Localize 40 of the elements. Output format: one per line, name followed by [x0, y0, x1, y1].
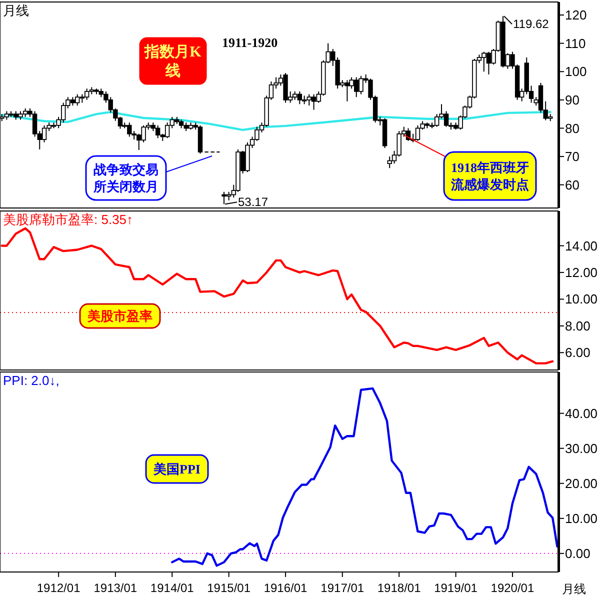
x-tick-label: 1916/01	[264, 581, 308, 595]
text: 月线	[562, 582, 586, 596]
y-tick-label: 14.00	[565, 238, 598, 254]
x-tick-label: 1917/01	[320, 581, 364, 595]
x-tick-label: 1913/01	[94, 581, 138, 595]
annotation: 美国PPI	[152, 461, 200, 476]
annotation: 1918年西班牙流感爆发时点	[450, 160, 529, 192]
y-tick-label: 100	[565, 64, 587, 80]
x-tick-label: 1914/01	[150, 581, 194, 595]
y-tick-label: 6.00	[565, 345, 590, 360]
annotation: 53.17	[238, 195, 268, 210]
line-series	[0, 110, 552, 131]
annotation: 美股市盈率	[86, 308, 152, 324]
y-tick-label: 40.00	[565, 406, 598, 421]
y-tick-label: 8.00	[565, 318, 590, 334]
x-tick-label: 1920/01	[490, 581, 534, 595]
y-tick-label: 0.00	[565, 546, 590, 561]
x-tick-label: 1918/01	[377, 581, 422, 595]
line-series	[0, 227, 554, 364]
x-tick-label: 1919/01	[434, 581, 478, 595]
y-tick-label: 20.00	[565, 476, 598, 491]
y-tick-label: 30.00	[565, 440, 598, 456]
chart-title: PPI: 2.0↓,	[3, 373, 60, 388]
chart-title: 美股席勒市盈率: 5.35↑	[3, 212, 134, 227]
y-tick-label: 10.00	[565, 510, 598, 526]
y-tick-label: 110	[565, 36, 586, 51]
annotation: 1911-1920	[222, 35, 278, 50]
annotation: 战争致交易所关闭数月	[92, 162, 158, 194]
y-tick-label: 12.00	[565, 265, 598, 280]
chart-title: 月线	[3, 3, 29, 18]
y-tick-label: 70	[565, 149, 580, 164]
y-tick-label: 80	[565, 120, 580, 136]
y-tick-label: 120	[565, 8, 587, 23]
x-tick-label: 1912/01	[36, 581, 81, 595]
y-tick-label: 90	[565, 92, 580, 108]
x-tick-label: 1915/01	[207, 581, 251, 595]
y-tick-label: 10.00	[565, 292, 598, 307]
annotation: 指数月K线	[144, 43, 202, 80]
annotation: 119.62	[513, 17, 550, 32]
y-tick-label: 60	[565, 177, 580, 192]
